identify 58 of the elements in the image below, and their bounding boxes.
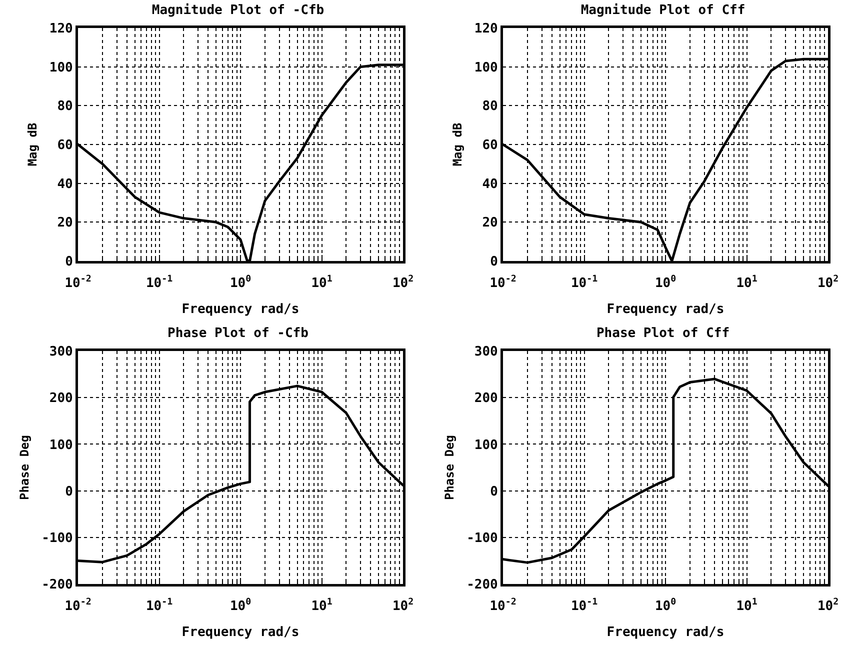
y-tick-label: -200 [466, 578, 498, 593]
x-tick-label: 10$^{1}$ [311, 274, 333, 292]
y-tick-label: 300 [49, 344, 74, 360]
x-tick-label: 10$^{-1}$ [146, 274, 174, 292]
x-tick-label: 10$^{0}$ [654, 274, 676, 292]
x-tick-label: 10$^{-1}$ [570, 598, 598, 614]
x-tick-label: 10$^{1}$ [736, 274, 758, 292]
y-tick-label: 100 [474, 438, 498, 453]
x-tick-label: 10$^{2}$ [392, 274, 414, 292]
y-tick-label: -100 [42, 530, 74, 546]
chart-title: Magnitude Plot of -Cfb [152, 2, 324, 18]
y-tick-label: 40 [482, 176, 498, 192]
y-tick-label: 60 [57, 138, 74, 154]
x-tick-label: 10$^{1}$ [311, 598, 333, 614]
y-tick-label: 80 [482, 99, 498, 114]
chart-title: Phase Plot of -Cfb [168, 326, 309, 341]
y-tick-label: 100 [49, 60, 74, 76]
x-tick-label: 10$^{1}$ [736, 598, 758, 614]
x-tick-label: 10$^{2}$ [817, 274, 839, 292]
y-tick-label: 0 [65, 254, 74, 270]
x-tick-label: 10$^{-2}$ [490, 274, 516, 292]
y-axis-title: Mag dB [450, 122, 464, 166]
y-axis-title: Mag dB [25, 122, 40, 166]
x-tick-label: 10$^{2}$ [817, 598, 839, 614]
x-tick-label: 10$^{-1}$ [146, 598, 174, 614]
y-tick-label: -100 [466, 530, 498, 546]
y-tick-label: 0 [490, 484, 498, 500]
y-tick-label: 120 [474, 22, 498, 37]
y-tick-label: 100 [474, 60, 498, 76]
chart-title: Phase Plot of Cff [596, 326, 730, 341]
x-tick-label: 10$^{-2}$ [64, 598, 92, 614]
x-tick-label: 10$^{-2}$ [490, 598, 516, 614]
y-tick-label: 20 [482, 216, 498, 231]
y-tick-label: 0 [65, 484, 74, 500]
y-tick-label: 40 [57, 176, 74, 192]
x-axis-title: Frequency rad/s [182, 302, 300, 317]
chart-title: Magnitude Plot of Cff [580, 2, 746, 18]
x-axis-title: Frequency rad/s [606, 624, 724, 640]
y-axis-title: Phase Deg [442, 434, 457, 500]
x-tick-label: 10$^{0}$ [654, 598, 676, 614]
y-tick-label: 100 [49, 438, 74, 453]
y-tick-label: 0 [490, 254, 498, 270]
y-tick-label: 60 [482, 138, 498, 154]
y-tick-label: -200 [42, 578, 74, 593]
y-tick-label: 80 [57, 99, 74, 114]
y-tick-label: 200 [49, 391, 74, 406]
y-axis-title: Phase Deg [18, 434, 32, 500]
x-tick-label: 10$^{0}$ [230, 598, 252, 614]
x-tick-label: 10$^{2}$ [392, 598, 414, 614]
x-axis-title: Frequency rad/s [182, 624, 300, 640]
x-axis-title: Frequency rad/s [606, 302, 724, 317]
x-tick-label: 10$^{-2}$ [64, 274, 92, 292]
x-tick-label: 10$^{0}$ [230, 274, 252, 292]
y-tick-label: 200 [474, 391, 498, 406]
y-tick-label: 300 [474, 344, 498, 360]
y-tick-label: 120 [49, 22, 74, 37]
x-tick-label: 10$^{-1}$ [570, 274, 598, 292]
y-tick-label: 20 [57, 216, 74, 231]
